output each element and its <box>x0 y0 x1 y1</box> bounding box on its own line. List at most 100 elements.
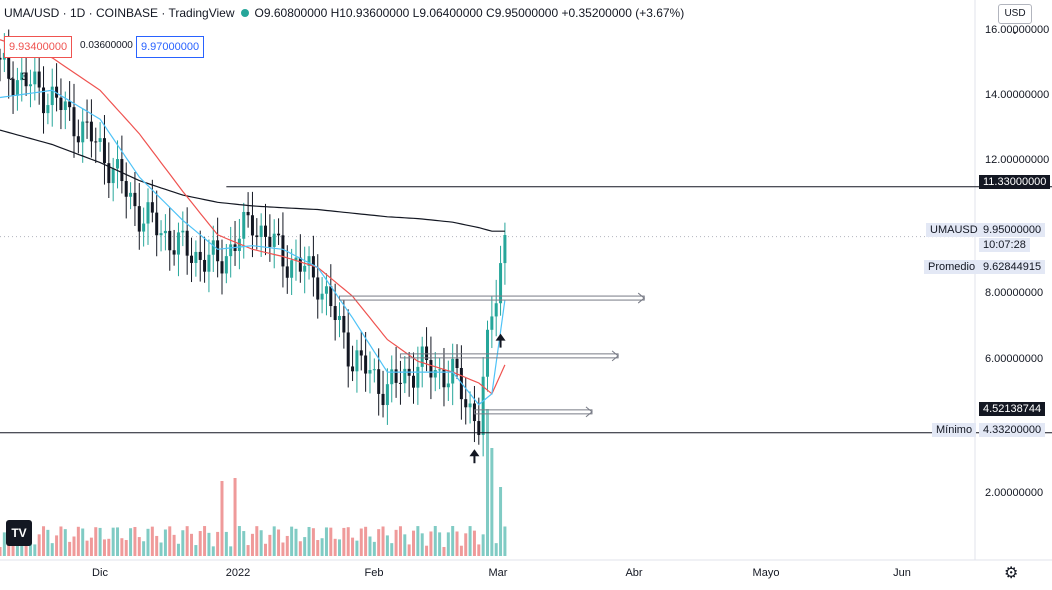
volume-bar <box>459 545 463 556</box>
currency-select[interactable]: USD ⌄ <box>998 4 1032 37</box>
candle-body <box>63 101 67 111</box>
candle-body <box>37 71 41 88</box>
candle-body <box>142 223 146 232</box>
volume-bar <box>490 448 494 556</box>
volume-bar <box>429 531 433 556</box>
volume-bar <box>163 529 167 556</box>
ma-long-line <box>0 129 505 232</box>
volume-bar <box>333 538 337 556</box>
candle-body <box>264 225 268 237</box>
candle-body <box>46 105 50 114</box>
volume-bar <box>294 528 298 556</box>
candle-body <box>420 346 424 367</box>
candle-body <box>403 368 407 384</box>
sell-button[interactable]: 9.93400000 <box>4 36 73 58</box>
time-label-2022: 2022 <box>225 567 251 579</box>
candle-body <box>237 238 241 252</box>
candle-body <box>0 57 2 60</box>
symbol-title[interactable]: UMA/USD · 1D · COINBASE · TradingView <box>4 6 235 20</box>
candle-body <box>442 369 446 388</box>
volume-bar <box>42 526 46 556</box>
average-label-tag: Promedio <box>924 260 980 274</box>
volume-bar <box>477 544 481 556</box>
candle-body <box>146 202 150 224</box>
volume-bar <box>472 530 476 556</box>
candle-body <box>68 101 72 108</box>
minimum-label-tag: Mínimo <box>932 423 977 437</box>
candle-body <box>268 236 272 247</box>
countdown-tag: 10:07:28 <box>979 238 1030 252</box>
volume-bar <box>324 527 328 556</box>
up-arrow-marker-1 <box>495 333 506 341</box>
volume-bar <box>229 546 233 556</box>
volume-bar <box>33 544 37 556</box>
price-label-12: 12.00000000 <box>985 154 1050 166</box>
indicators-toggle[interactable]: ⌄ 3 <box>6 70 28 84</box>
candle-body <box>259 225 263 238</box>
tradingview-logo[interactable]: TV <box>6 520 32 546</box>
candle-body <box>207 254 211 272</box>
candle-body <box>433 369 437 378</box>
volume-bar <box>425 545 429 556</box>
candle-body <box>224 256 228 274</box>
volume-bar <box>416 526 420 556</box>
volume-bar <box>220 481 224 556</box>
candle-body <box>50 86 54 106</box>
volume-bar <box>50 543 54 556</box>
candle-body <box>307 256 311 266</box>
volume-bar <box>102 539 106 556</box>
candle-body <box>277 233 281 236</box>
time-label-abr: Abr <box>625 567 643 579</box>
volume-bar <box>129 528 133 556</box>
candle-body <box>311 256 315 278</box>
buy-button[interactable]: 9.97000000 <box>136 36 205 58</box>
candle-body <box>185 230 189 256</box>
candle-body <box>416 366 420 388</box>
volume-bar <box>246 545 250 556</box>
indicators-count: 3 <box>21 70 28 83</box>
volume-bar <box>194 545 198 556</box>
volume-bar <box>81 528 85 556</box>
candle-body <box>468 403 472 408</box>
volume-bar <box>385 535 389 556</box>
volume-bar <box>394 529 398 556</box>
volume-bar <box>359 528 363 556</box>
volume-bar <box>37 534 41 556</box>
volume-bar <box>198 531 202 556</box>
volume-bar <box>499 487 503 556</box>
candle-body <box>172 250 176 255</box>
volume-bar <box>98 527 102 556</box>
time-label-jun: Jun <box>893 567 911 579</box>
candle-body <box>499 263 503 304</box>
volume-bar <box>211 546 215 556</box>
candle-body <box>155 212 159 236</box>
currency-label: USD <box>1004 8 1026 19</box>
volume-bar <box>329 527 333 556</box>
volume-bar <box>255 526 259 556</box>
candle-body <box>211 240 215 255</box>
volume-bar <box>155 535 159 556</box>
candle-body <box>250 215 254 236</box>
ohlc-readout: O9.60800000 H10.93600000 L9.06400000 C9.… <box>254 6 685 20</box>
volume-bar <box>207 532 211 556</box>
volume-bar <box>403 534 407 556</box>
volume-bar <box>433 526 437 556</box>
candle-body <box>377 369 381 394</box>
volume-bar <box>446 532 450 556</box>
candle-body <box>107 163 111 184</box>
volume-bar <box>168 526 172 556</box>
time-label-dic: Dic <box>92 567 108 579</box>
candle-body <box>455 358 459 368</box>
candle-body <box>359 350 363 356</box>
candle-body <box>111 168 115 184</box>
candle-body <box>76 136 80 143</box>
projection-arrowhead-1 <box>611 350 619 362</box>
volume-bar <box>146 528 150 556</box>
volume-bar <box>464 533 468 556</box>
candle-body <box>368 370 372 374</box>
gear-icon[interactable]: ⚙ <box>1004 565 1019 582</box>
candle-body <box>272 233 276 247</box>
candle-body <box>438 369 442 371</box>
candle-body <box>446 383 450 388</box>
